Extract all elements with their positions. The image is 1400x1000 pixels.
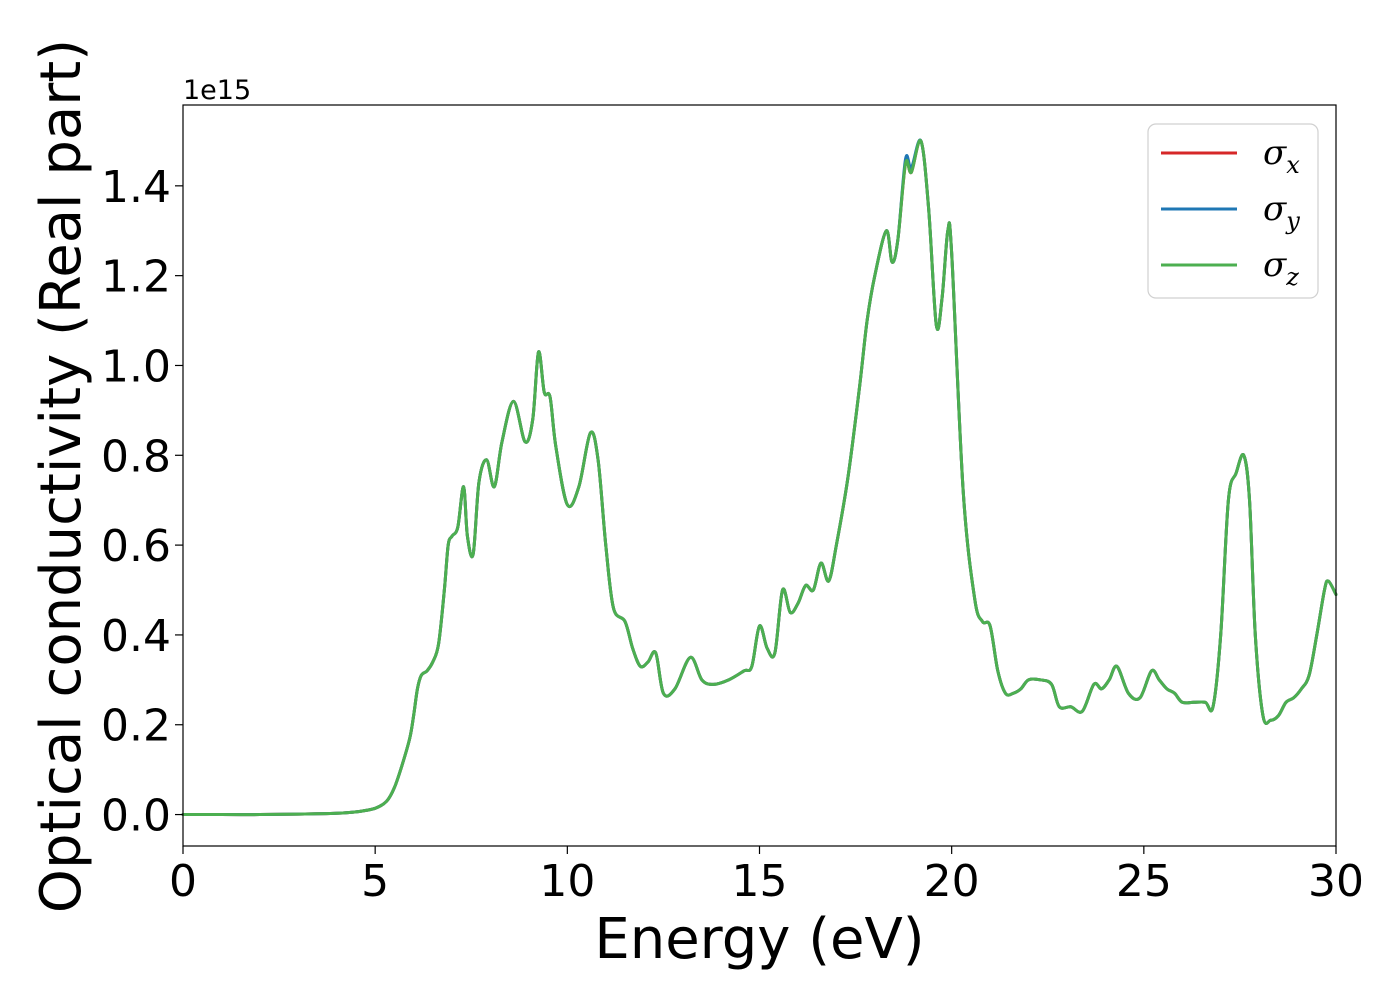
x-tick-label: 5: [361, 856, 389, 907]
y-tick-label: 1.0: [101, 341, 171, 392]
x-tick-label: 0: [169, 856, 197, 907]
x-tick-label: 30: [1308, 856, 1364, 907]
x-axis: 0 5 10 15 20 25 30: [169, 846, 1364, 907]
y-tick-label: 0.0: [101, 791, 171, 842]
y-axis-label: Optical conductivity (Real part): [29, 39, 94, 913]
x-tick-label: 10: [539, 856, 595, 907]
y-axis: 0.0 0.2 0.4 0.6 0.8 1.0 1.2 1.4: [101, 162, 183, 842]
y-tick-label: 0.2: [101, 701, 171, 752]
series-layer: [181, 138, 1338, 817]
legend-box: [1147, 123, 1319, 299]
y-tick-label: 1.2: [101, 252, 171, 303]
legend-label-z: σz: [1263, 245, 1299, 291]
x-axis-label: Energy (eV): [594, 907, 924, 972]
x-tick-label: 20: [924, 856, 980, 907]
series-line-z: [181, 138, 1338, 817]
y-tick-label: 0.8: [101, 431, 171, 482]
y-offset-label: 1e15: [183, 75, 251, 106]
x-tick-label: 15: [732, 856, 788, 907]
y-tick-label: 0.4: [101, 611, 171, 662]
y-tick-label: 0.6: [101, 521, 171, 572]
y-tick-label: 1.4: [101, 162, 171, 213]
legend-label-y: σy: [1263, 189, 1300, 235]
legend: σx σy σz: [1147, 123, 1319, 299]
legend-label-x: σx: [1263, 133, 1300, 179]
x-tick-label: 25: [1116, 856, 1172, 907]
